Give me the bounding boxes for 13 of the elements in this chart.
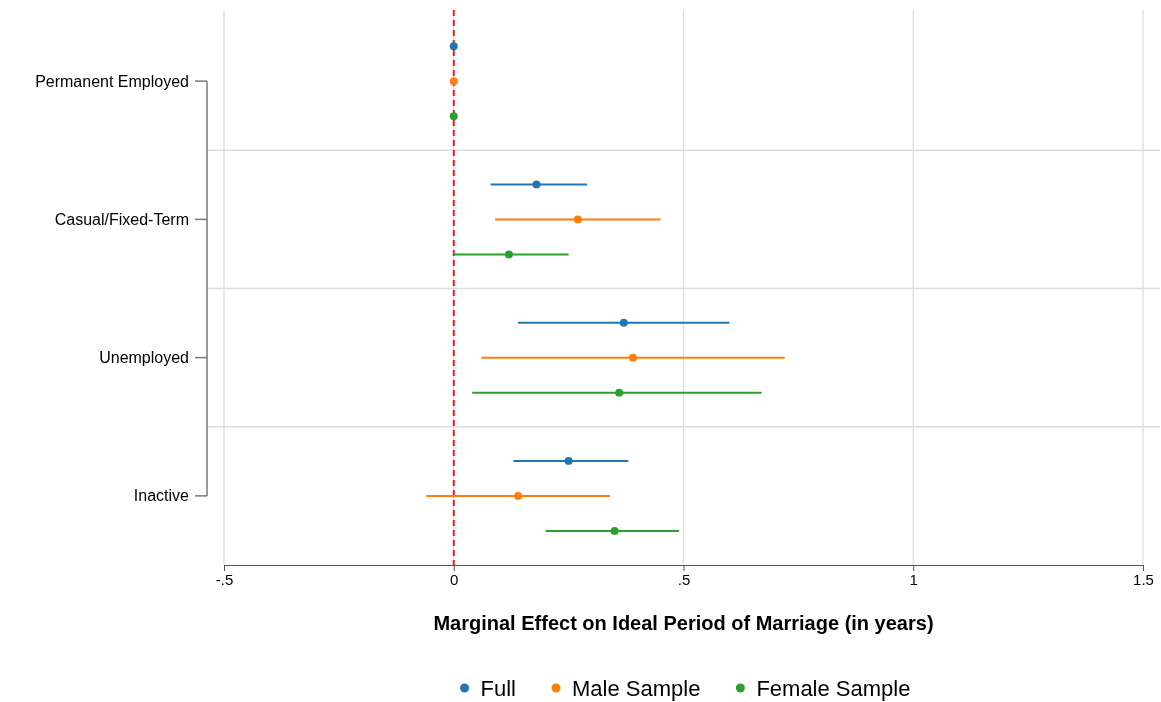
legend-label: Male Sample — [571, 675, 701, 701]
x-tick-label: -.5 — [215, 570, 234, 588]
legend-label: Full — [480, 675, 516, 701]
x-tick-label: 1 — [909, 570, 918, 588]
x-tick-label: 1.5 — [1133, 570, 1154, 588]
x-axis-title: Marginal Effect on Ideal Period of Marriage (in years) — [433, 612, 934, 634]
y-tick-label: Casual/Fixed-Term — [54, 210, 189, 228]
y-tick-label: Inactive — [133, 487, 190, 505]
x-tick-label: 0 — [450, 570, 459, 588]
y-tick-label: Unemployed — [99, 349, 189, 367]
y-tick-label: Permanent Employed — [35, 72, 189, 90]
legend-label: Female Sample — [756, 675, 911, 701]
x-tick-label: .5 — [677, 570, 691, 588]
